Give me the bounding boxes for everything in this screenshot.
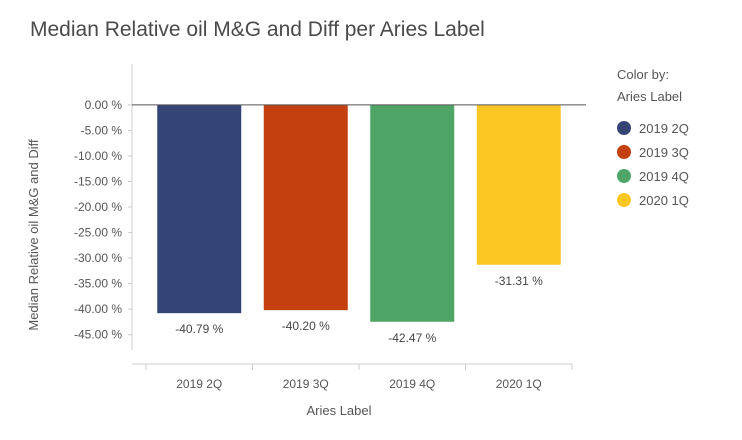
legend-swatch-icon xyxy=(617,145,631,159)
legend-item-label: 2019 4Q xyxy=(639,168,689,184)
x-tick-label: 2019 4Q xyxy=(389,377,435,391)
legend-swatch-icon xyxy=(617,169,631,183)
legend: Color by: Aries Label 2019 2Q 2019 3Q 2019… xyxy=(617,64,737,212)
y-tick-label: -35.00 % xyxy=(74,277,122,291)
y-tick-label: -5.00 % xyxy=(81,123,123,137)
y-tick-label: -30.00 % xyxy=(74,251,122,265)
x-axis-title[interactable]: Aries Label xyxy=(306,403,371,418)
legend-title-color-by: Color by: xyxy=(617,67,670,82)
bar-data-label: -40.20 % xyxy=(282,319,330,333)
y-axis-title[interactable]: Median Relative oil M&G and Diff xyxy=(26,139,41,331)
x-tick-label: 2020 1Q xyxy=(496,377,542,391)
bar-2019-3q[interactable] xyxy=(263,104,348,311)
bar-data-label: -42.47 % xyxy=(388,331,436,345)
legend-item-2019-3q[interactable]: 2019 3Q xyxy=(617,140,737,164)
y-tick-label: -15.00 % xyxy=(74,174,122,188)
x-tick-label: 2019 3Q xyxy=(283,377,329,391)
legend-swatch-icon xyxy=(617,193,631,207)
legend-item-2019-2q[interactable]: 2019 2Q xyxy=(617,116,737,140)
y-tick-label: -45.00 % xyxy=(74,328,122,342)
chart-title: Median Relative oil M&G and Diff per Ari… xyxy=(30,18,485,41)
legend-item-label: 2019 3Q xyxy=(639,144,689,160)
bar-data-label: -40.79 % xyxy=(175,322,223,336)
y-tick-label: -40.00 % xyxy=(74,302,122,316)
bar-2019-4q[interactable] xyxy=(370,104,455,322)
legend-item-label: 2020 1Q xyxy=(639,192,689,208)
bar-data-label: -31.31 % xyxy=(495,274,543,288)
y-tick-label: -10.00 % xyxy=(74,149,122,163)
legend-item-2019-4q[interactable]: 2019 4Q xyxy=(617,164,737,188)
legend-item-2020-1q[interactable]: 2020 1Q xyxy=(617,188,737,212)
y-tick-label: -25.00 % xyxy=(74,226,122,240)
y-tick-label: -20.00 % xyxy=(74,200,122,214)
legend-title-field[interactable]: Aries Label xyxy=(617,89,683,104)
bar-2019-2q[interactable] xyxy=(157,104,242,314)
legend-swatch-icon xyxy=(617,121,631,135)
legend-item-label: 2019 2Q xyxy=(639,120,689,136)
x-tick-label: 2019 2Q xyxy=(176,377,222,391)
legend-items: 2019 2Q 2019 3Q 2019 4Q 2020 1Q xyxy=(617,116,737,212)
bar-2020-1q[interactable] xyxy=(476,104,561,265)
y-tick-label: 0.00 % xyxy=(85,98,123,112)
